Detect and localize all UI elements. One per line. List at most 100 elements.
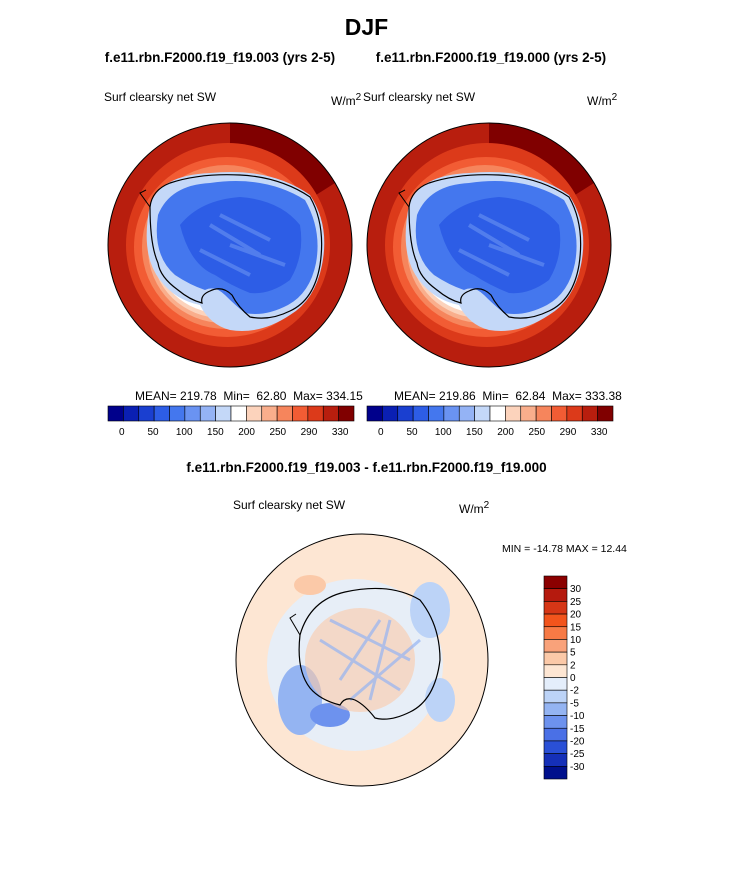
- panel-1-map: [108, 123, 352, 367]
- colorbar-swatch: [366, 405, 383, 422]
- colorbar-swatch: [123, 405, 140, 422]
- colorbar-swatch: [543, 651, 568, 666]
- colorbar-swatch: [543, 689, 568, 704]
- colorbar-swatch: [292, 405, 309, 422]
- colorbar-swatch: [199, 405, 216, 422]
- colorbar-swatch: [443, 405, 460, 422]
- colorbar-tick-label: 200: [497, 427, 514, 438]
- colorbar-swatch: [397, 405, 414, 422]
- colorbar-swatch: [246, 405, 263, 422]
- colorbar-tick-label: 100: [176, 427, 193, 438]
- colorbar-swatch: [338, 405, 355, 422]
- colorbar-swatch: [543, 715, 568, 729]
- colorbar-swatch: [230, 405, 247, 422]
- colorbar-tick-label: 2: [570, 660, 576, 671]
- colorbar-swatch: [543, 664, 568, 678]
- diff-stats: MIN = -14.78 MAX = 12.44: [502, 543, 627, 555]
- colorbar-tick-label: -5: [570, 698, 579, 709]
- colorbar-tick-label: -10: [570, 711, 585, 722]
- colorbar-tick-label: 150: [207, 427, 224, 438]
- panel-1-colorbar: 0 50 100 150 200 250 290 330: [107, 405, 355, 438]
- panel-1-stats: MEAN= 219.78 Min= 62.80 Max= 334.15: [135, 389, 363, 403]
- colorbar-swatch: [543, 601, 568, 615]
- colorbar-tick-label: -15: [570, 724, 585, 735]
- colorbar-tick-label: 15: [570, 622, 582, 633]
- colorbar-swatch: [566, 405, 583, 422]
- colorbar-swatch: [543, 639, 568, 653]
- colorbar-swatch: [276, 405, 293, 422]
- colorbar-swatch: [520, 405, 537, 422]
- colorbar-swatch: [428, 405, 445, 422]
- colorbar-swatch: [153, 405, 170, 422]
- panel-2-variable: Surf clearsky net SW: [363, 90, 476, 104]
- colorbar-tick-label: 50: [406, 427, 418, 438]
- panel-2-map-border: [366, 122, 612, 368]
- colorbar-swatch: [458, 405, 475, 422]
- colorbar-swatch: [474, 405, 491, 422]
- colorbar-swatch: [505, 405, 522, 422]
- colorbar-tick-label: 290: [301, 427, 318, 438]
- diff-variable: Surf clearsky net SW: [233, 498, 346, 512]
- colorbar-tick-label: 250: [528, 427, 545, 438]
- colorbar-swatch: [543, 575, 568, 589]
- colorbar-tick-label: 50: [147, 427, 159, 438]
- diff-units: W/m2: [459, 500, 490, 516]
- colorbar-tick-label: 10: [570, 635, 582, 646]
- colorbar-swatch: [382, 405, 399, 422]
- colorbar-swatch: [107, 405, 124, 422]
- colorbar-swatch: [543, 753, 568, 767]
- panel-1-title: f.e11.rbn.F2000.f19_f19.003 (yrs 2-5): [104, 50, 336, 65]
- colorbar-tick-label: 0: [378, 427, 384, 438]
- colorbar-swatch: [261, 405, 278, 422]
- panel-1-variable: Surf clearsky net SW: [104, 90, 217, 104]
- panel-2-title: f.e11.rbn.F2000.f19_f19.000 (yrs 2-5): [375, 50, 607, 65]
- panel-1-map-border: [107, 122, 353, 368]
- colorbar-tick-label: -30: [570, 762, 585, 773]
- colorbar-swatch: [543, 626, 568, 640]
- colorbar-swatch: [543, 613, 568, 628]
- colorbar-swatch: [543, 727, 568, 742]
- panel-1-units: W/m2: [331, 92, 362, 108]
- colorbar-swatch: [215, 405, 232, 422]
- colorbar-tick-label: 30: [570, 584, 582, 595]
- colorbar-tick-label: 250: [269, 427, 286, 438]
- colorbar-tick-label: -2: [570, 686, 579, 697]
- colorbar-tick-label: 5: [570, 648, 576, 659]
- colorbar-swatch: [543, 740, 568, 754]
- colorbar-tick-label: 330: [591, 427, 608, 438]
- panel-2-colorbar: 0 50 100 150 200 250 290 330: [366, 405, 614, 438]
- colorbar-swatch: [412, 405, 429, 422]
- colorbar-tick-label: 100: [435, 427, 452, 438]
- colorbar-tick-label: 20: [570, 610, 582, 621]
- colorbar-tick-label: 200: [238, 427, 255, 438]
- colorbar-tick-label: 330: [332, 427, 349, 438]
- colorbar-tick-label: 0: [119, 427, 125, 438]
- diff-map: [236, 534, 488, 786]
- colorbar-tick-label: 150: [466, 427, 483, 438]
- colorbar-tick-label: 25: [570, 597, 582, 608]
- colorbar-tick-label: -25: [570, 749, 585, 760]
- colorbar-swatch: [543, 677, 568, 691]
- colorbar-swatch: [535, 405, 552, 422]
- colorbar-swatch: [551, 405, 568, 422]
- colorbar-swatch: [597, 405, 614, 422]
- colorbar-tick-label: -20: [570, 736, 585, 747]
- colorbar-swatch: [543, 702, 568, 716]
- diff-map-border: [235, 533, 489, 787]
- colorbar-tick-label: 290: [560, 427, 577, 438]
- colorbar-swatch: [489, 405, 506, 422]
- panel-2-stats: MEAN= 219.86 Min= 62.84 Max= 333.38: [394, 389, 622, 403]
- main-title: DJF: [344, 14, 389, 40]
- colorbar-tick-label: 0: [570, 673, 576, 684]
- panel-2-units: W/m2: [587, 92, 618, 108]
- colorbar-swatch: [184, 405, 201, 422]
- colorbar-swatch: [322, 405, 339, 422]
- colorbar-swatch: [138, 405, 155, 422]
- colorbar-swatch: [169, 405, 186, 422]
- colorbar-swatch: [307, 405, 324, 422]
- colorbar-swatch: [543, 588, 568, 602]
- panel-2-map: [367, 123, 611, 367]
- diff-title: f.e11.rbn.F2000.f19_f19.003 - f.e11.rbn.…: [186, 460, 547, 475]
